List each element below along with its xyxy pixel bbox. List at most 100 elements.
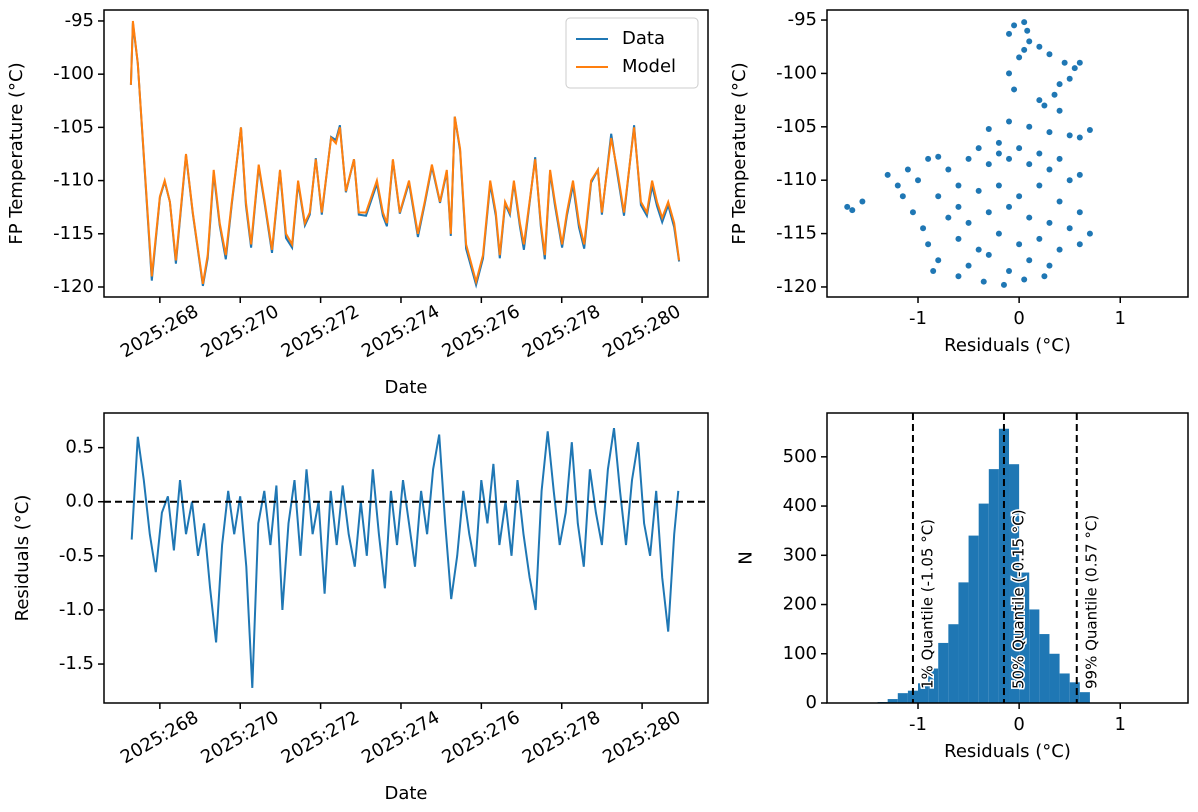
hist-bar [978,503,989,703]
hist-bar [887,699,898,703]
scatter-point [1086,127,1093,134]
y-tick-label: -1.0 [59,599,94,620]
scatter-point [985,161,992,168]
scatter-point [849,207,856,214]
scatter-point [985,125,992,132]
legend-label: Data [622,28,665,49]
hist-bar [1059,673,1070,703]
scatter-point [1021,276,1028,283]
data-line [129,20,681,286]
y-tick-label: 400 [783,495,817,516]
hist-bar [948,624,959,703]
scatter-point [1056,246,1063,253]
x-tick-label: 0 [1013,308,1024,329]
hist-bar [938,642,949,703]
plot-area [847,428,1090,703]
x-tick-label: 1 [1115,714,1126,735]
x-tick-label: 2025:278 [519,707,604,768]
plot-area [129,20,681,289]
legend-box [565,17,699,89]
x-tick-label: 2025:272 [278,707,363,768]
scatter-point [1000,281,1007,288]
scatter-point [1066,177,1073,184]
scatter-point [965,219,972,226]
scatter-point [955,182,962,189]
x-tick-label: 2025:272 [278,301,363,362]
scatter-point [965,155,972,162]
scatter-point [1036,43,1043,50]
y-tick-label: -1.5 [59,653,94,674]
scatter-point [1076,134,1083,141]
x-tick-label: -1 [909,714,927,735]
scatter-point [1026,214,1033,221]
scatter-point [1006,118,1013,125]
scatter-point [1016,193,1023,200]
scatter-point [1056,155,1063,162]
axes-frame [826,412,1189,704]
axes-frame [826,9,1189,298]
subplot: -1 0 1 -95 -100 -105 -110 -115 -120 Residuals (°C… [729,9,1189,356]
hist-bar [1019,572,1030,703]
plot-area [104,427,708,688]
scatter-point [1016,145,1023,152]
scatter-point [1016,54,1023,61]
scatter-point [1026,257,1033,264]
x-tick-label: 2025:274 [358,707,443,768]
scatter-point [1066,75,1073,82]
subplot: 1% Quantile (-1.05 °C) 50% Quantile (-0.1… [736,412,1189,762]
scatter-point [965,262,972,269]
scatter-point [1076,171,1083,178]
scatter-point [1056,81,1063,88]
scatter-point [975,187,982,194]
scatter-point [975,145,982,152]
axes-frame [103,9,709,298]
scatter-point [955,273,962,280]
y-tick-label: -100 [53,63,94,84]
scatter-point [1036,235,1043,242]
scatter-point [1051,91,1058,98]
hist-bar [897,693,908,703]
x-tick-label: 2025:280 [599,301,684,362]
scatter-point [1006,155,1013,162]
scatter-point [995,182,1002,189]
hist-bar [998,428,1010,703]
scatter-point [995,230,1002,237]
y-tick-label: -115 [776,223,817,244]
scatter-point [1021,46,1028,53]
y-tick-label: -0.5 [59,545,94,566]
x-tick-label: 2025:276 [439,707,524,768]
y-tick-label: 200 [783,594,817,615]
x-tick-label: 2025:274 [358,301,443,362]
y-tick-label: 0.0 [65,491,94,512]
y-tick-label: 500 [783,446,817,467]
scatter-point [904,166,911,173]
y-tick-label: 0.5 [65,437,94,458]
y-tick-label: -100 [776,62,817,83]
y-tick-label: 300 [783,544,817,565]
scatter-point [930,267,937,274]
scatter-point [1056,198,1063,205]
scatter-point [1036,97,1043,104]
y-axis-label: FP Temperature (°C) [6,62,27,244]
x-tick-label: 1 [1115,308,1126,329]
scatter-point [985,251,992,258]
scatter-point [1006,70,1013,77]
quantile-label: 99% Quantile (0.57 °C) [1082,515,1100,689]
x-tick-label: 2025:270 [197,301,282,362]
scatter-point [945,166,952,173]
scatter-point [1026,123,1033,130]
y-axis-label: FP Temperature (°C) [729,62,750,244]
plot-area [844,19,1093,288]
scatter-point [955,235,962,242]
scatter-point [899,193,906,200]
scatter-point [995,150,1002,157]
scatter-point [975,246,982,253]
scatter-point [1046,129,1053,136]
x-tick-label: 2025:270 [197,707,282,768]
scatter-point [935,257,942,264]
x-tick-label: 2025:268 [117,301,202,362]
scatter-point [1071,65,1078,72]
subplot: 2025:2682025:2702025:2722025:2742025:276… [6,9,709,398]
hist-bar [1069,682,1080,703]
scatter-point [894,182,901,189]
